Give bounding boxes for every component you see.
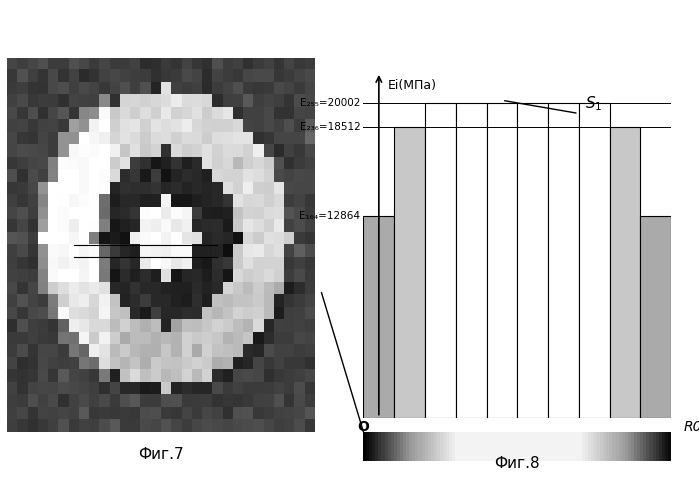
Bar xyxy=(456,103,487,418)
Text: O: O xyxy=(358,420,369,434)
Bar xyxy=(640,216,671,418)
Text: Фиг.7: Фиг.7 xyxy=(138,447,184,462)
Bar xyxy=(548,103,579,418)
Text: E₁₆₄=12864: E₁₆₄=12864 xyxy=(299,211,361,220)
Bar xyxy=(610,127,640,418)
Text: R0: R0 xyxy=(684,420,699,434)
Text: Ei(МПа): Ei(МПа) xyxy=(388,79,437,92)
Bar xyxy=(363,216,394,418)
Bar xyxy=(579,103,610,418)
Bar xyxy=(425,103,456,418)
Text: E₂₅₅=20002: E₂₅₅=20002 xyxy=(300,98,361,108)
Bar xyxy=(487,103,517,418)
Text: $S_1$: $S_1$ xyxy=(585,95,603,113)
Bar xyxy=(394,127,425,418)
Text: Фиг.8: Фиг.8 xyxy=(494,456,540,471)
Bar xyxy=(517,103,548,418)
Text: E₂₃₆=18512: E₂₃₆=18512 xyxy=(300,122,361,132)
